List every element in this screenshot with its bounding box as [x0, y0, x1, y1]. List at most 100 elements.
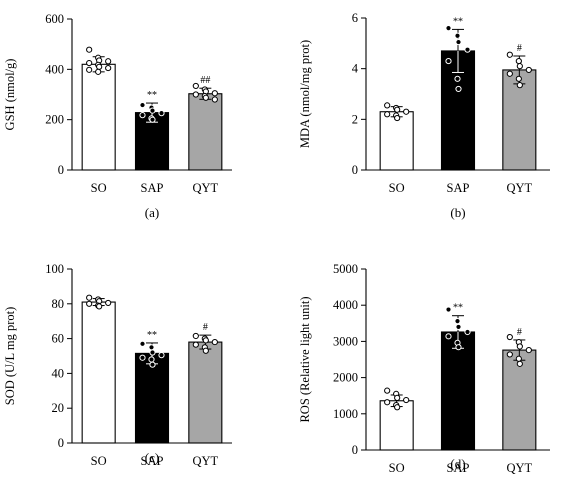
y-axis-label: ROS (Relative light unit) [298, 296, 312, 422]
x-tick-label: SO [389, 181, 405, 195]
y-tick-label: 0 [352, 443, 358, 457]
data-point [149, 349, 156, 356]
bar-qyt [188, 93, 223, 171]
data-point [454, 75, 461, 82]
bar-sap [134, 352, 170, 444]
data-point [515, 355, 522, 362]
y-tick-label: 200 [45, 113, 64, 127]
y-tick-label: 6 [352, 11, 358, 25]
data-point [454, 318, 461, 325]
y-tick-label: 600 [45, 12, 64, 26]
data-point [149, 361, 156, 368]
y-tick-label: 4 [352, 62, 359, 76]
data-point [96, 303, 103, 310]
bar-so [81, 301, 116, 444]
data-point [384, 111, 391, 118]
data-point [139, 354, 146, 361]
data-point [211, 96, 218, 103]
data-point [105, 299, 112, 307]
data-point [105, 58, 112, 65]
data-point [445, 25, 452, 32]
y-tick-label: 40 [52, 366, 65, 380]
data-point [86, 66, 93, 73]
x-tick-label: QYT [192, 181, 218, 195]
data-point [158, 352, 165, 359]
data-point [506, 51, 513, 58]
x-tick-label: QYT [506, 181, 532, 195]
x-tick-label: SAP [447, 181, 470, 195]
y-tick-label: 2 [352, 112, 358, 126]
panel-label: (b) [450, 205, 465, 220]
y-tick-label: 2000 [333, 371, 358, 385]
y-axis-label: GSH (nmol/g) [3, 59, 17, 131]
bar-so [81, 63, 116, 171]
y-tick-label: 5000 [333, 262, 358, 276]
data-point [149, 107, 156, 114]
data-point [445, 306, 452, 313]
data-point [384, 399, 391, 406]
data-point [506, 333, 513, 341]
data-point [139, 101, 146, 109]
chart-panel-gsh: 0 200 400 600 GSH (nmol/g) SO ** SAP ## QYT (a) [3, 12, 232, 220]
data-point [455, 85, 462, 93]
data-point [464, 46, 471, 53]
panel-label: (d) [450, 456, 465, 471]
data-point [148, 344, 155, 351]
data-point [403, 108, 410, 115]
data-point [516, 343, 523, 350]
data-point [445, 333, 452, 340]
data-point [86, 300, 93, 307]
data-point [515, 57, 522, 65]
data-point [394, 394, 401, 401]
data-point [139, 112, 146, 119]
chart-panel-sod: 0 20 40 60 80 100 SOD (U/L mg prot) SO ** SAP # QYT… [3, 262, 232, 468]
data-point [148, 356, 155, 363]
significance-marker: # [203, 322, 208, 333]
data-point [192, 91, 199, 98]
data-point [525, 66, 532, 74]
y-tick-label: 0 [58, 436, 64, 450]
panel-label: (c) [145, 450, 159, 465]
data-point [202, 337, 209, 344]
data-point [516, 63, 523, 70]
data-point [192, 341, 199, 348]
x-tick-label: SO [389, 461, 405, 475]
bar-qyt [188, 341, 223, 444]
data-point [394, 404, 401, 411]
data-point [516, 360, 523, 367]
data-point [95, 68, 102, 75]
data-point [525, 346, 532, 354]
data-point [105, 64, 112, 72]
data-point [445, 57, 452, 65]
panel-label: (a) [145, 205, 159, 220]
y-tick-label: 1000 [333, 407, 358, 421]
y-tick-label: 100 [45, 262, 64, 276]
data-point [394, 106, 401, 113]
data-point [384, 102, 391, 109]
data-point [516, 82, 523, 89]
data-point [202, 347, 209, 354]
data-point [394, 114, 401, 122]
y-tick-label: 80 [52, 297, 65, 311]
data-point [86, 59, 93, 67]
y-axis-label: SOD (U/L mg prot) [3, 307, 17, 406]
data-point [86, 46, 93, 53]
significance-marker: ** [147, 330, 157, 341]
data-point [211, 90, 218, 97]
data-point [455, 323, 462, 331]
significance-marker: # [517, 327, 522, 338]
y-axis-label: MDA (nmol/mg prot) [298, 40, 312, 148]
significance-marker: ** [147, 90, 157, 101]
significance-marker: # [517, 43, 522, 54]
bar-sap [440, 331, 476, 451]
data-point [515, 75, 522, 82]
significance-marker: ** [453, 16, 463, 27]
x-tick-label: SAP [141, 454, 164, 468]
x-tick-label: SO [91, 181, 107, 195]
data-point [403, 396, 410, 404]
y-tick-label: 3000 [333, 334, 358, 348]
y-tick-label: 0 [58, 163, 64, 177]
significance-marker: ** [453, 303, 463, 314]
x-tick-label: QYT [506, 461, 532, 475]
